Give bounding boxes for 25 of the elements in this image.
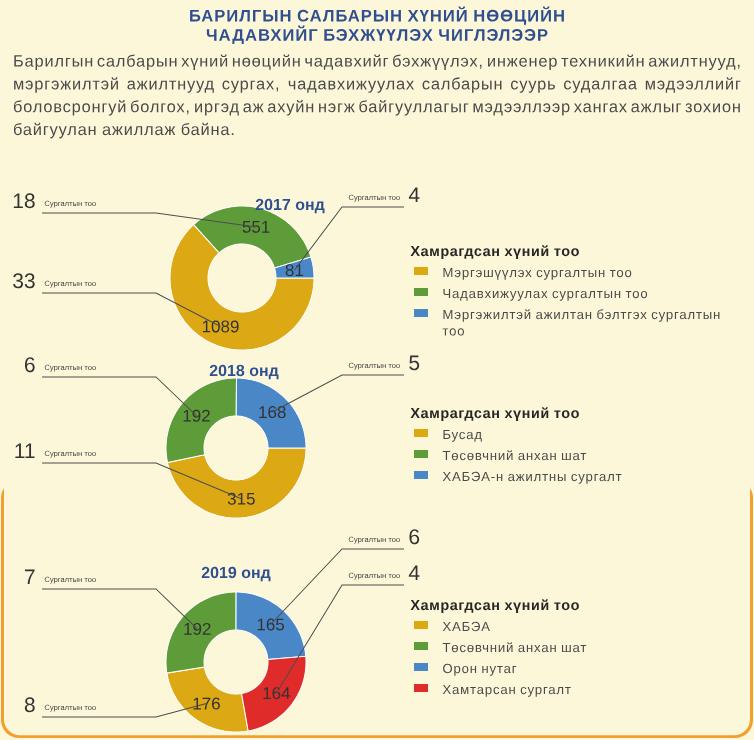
text: 4: [408, 187, 420, 202]
data-label: 168: [259, 406, 286, 419]
data-label: 192: [183, 409, 210, 422]
text: 6: [409, 529, 420, 545]
chart-title: 2017 онд: [255, 198, 325, 214]
chart-title: 2018 онд: [209, 364, 279, 380]
data-label: 1089: [202, 320, 239, 333]
text: 4: [408, 565, 420, 581]
text: 6: [24, 357, 35, 373]
text: 33: [13, 273, 35, 289]
text: 11: [15, 443, 35, 458]
data-label: 164: [263, 687, 291, 700]
data-label: 192: [184, 622, 211, 635]
data-label: 176: [193, 697, 220, 710]
chart-title: 2019 онд: [201, 566, 271, 582]
data-label: 81: [285, 264, 304, 277]
data-label: 315: [227, 492, 255, 505]
text: 7: [24, 569, 35, 585]
data-label: 165: [257, 618, 285, 631]
text: БАРИЛГЫН САЛБАРЫН ХҮНИЙ НӨӨЦИЙН ЧАДАВХИЙГ БЭХЖҮҮЛЭХ ЧИГЛЭЛЭЭР: [190, 6, 564, 44]
text: 18: [13, 193, 35, 209]
text: 8: [24, 697, 35, 713]
text: 5: [409, 355, 420, 371]
text: Барилгын салбарын хүний нөөцийн чадавхийг бэхжүүлэх, инженер техникийн ажилтнууд, мэргэжилтэй ажилтнууд сургах, чадавхижуулах салбарын суурь судалгаа мэдээллийг боловсронгуй болгох, иргэд аж ахуйн нэгж байгууллагыг мэдээллээр хангах ажлыг зохион байгуулан ажиллаж байна.: [13, 54, 741, 139]
data-label: 551: [242, 220, 270, 233]
